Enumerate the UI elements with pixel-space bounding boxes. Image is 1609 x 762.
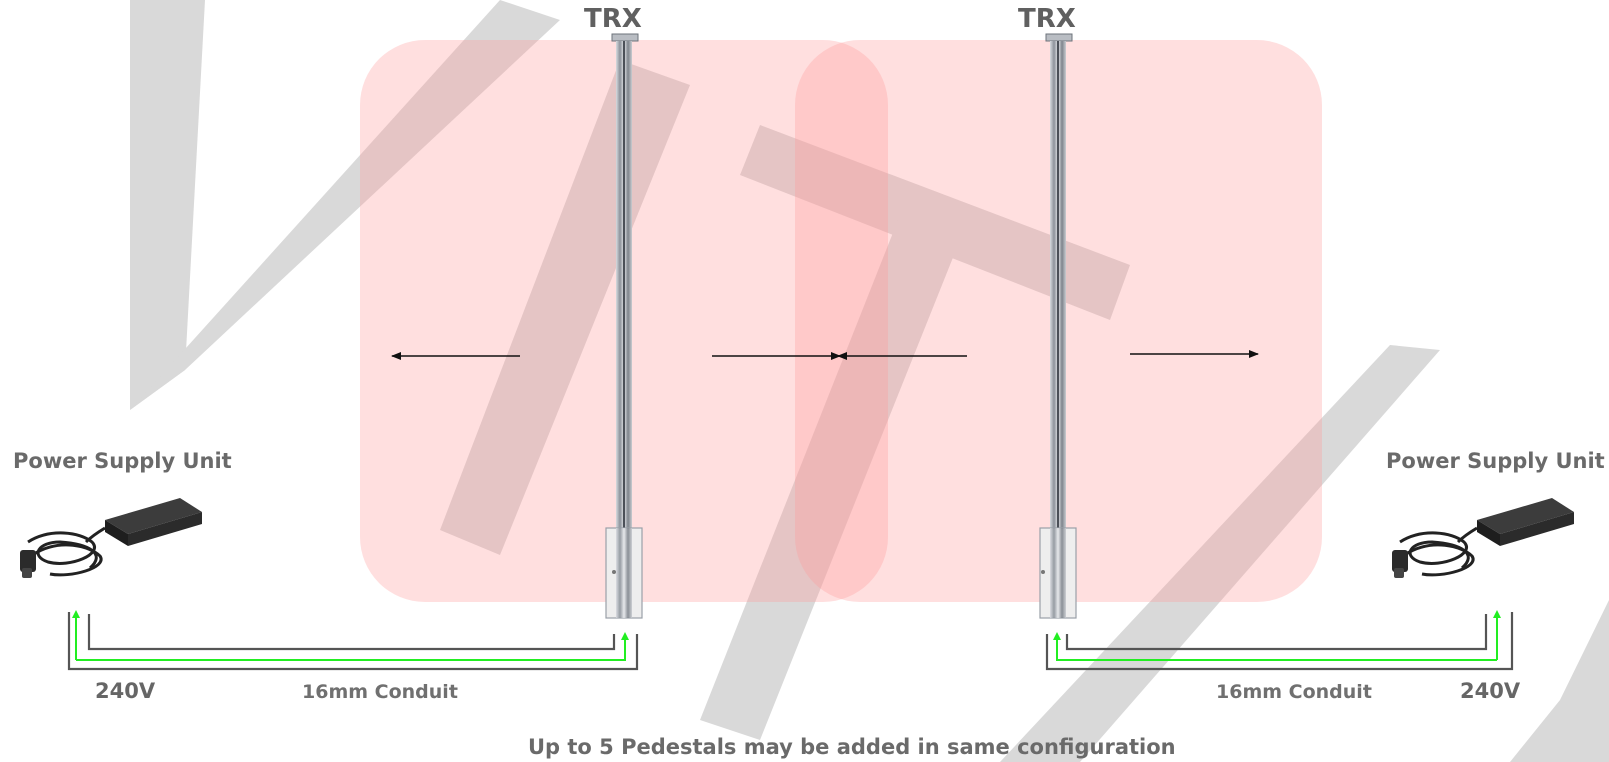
psu-label-left: Power Supply Unit <box>13 449 232 473</box>
pedestal-label-left: TRX <box>584 4 642 34</box>
power-adapter-icon <box>1392 498 1574 578</box>
wiring-left <box>67 610 639 671</box>
psu-label-right: Power Supply Unit <box>1386 449 1605 473</box>
footer-note: Up to 5 Pedestals may be added in same c… <box>528 735 1176 759</box>
pedestal-right <box>1039 33 1077 619</box>
field-arrows <box>391 350 1259 360</box>
power-adapter-icon <box>20 498 202 578</box>
conduit-label-right: 16mm Conduit <box>1216 681 1372 703</box>
pedestal-label-right: TRX <box>1018 4 1076 34</box>
voltage-label-right: 240V <box>1460 679 1521 703</box>
conduit-label-left: 16mm Conduit <box>302 681 458 703</box>
voltage-label-left: 240V <box>95 679 156 703</box>
wiring-right <box>1045 610 1514 671</box>
detection-zones <box>360 40 1322 602</box>
pedestal-left <box>605 33 643 619</box>
